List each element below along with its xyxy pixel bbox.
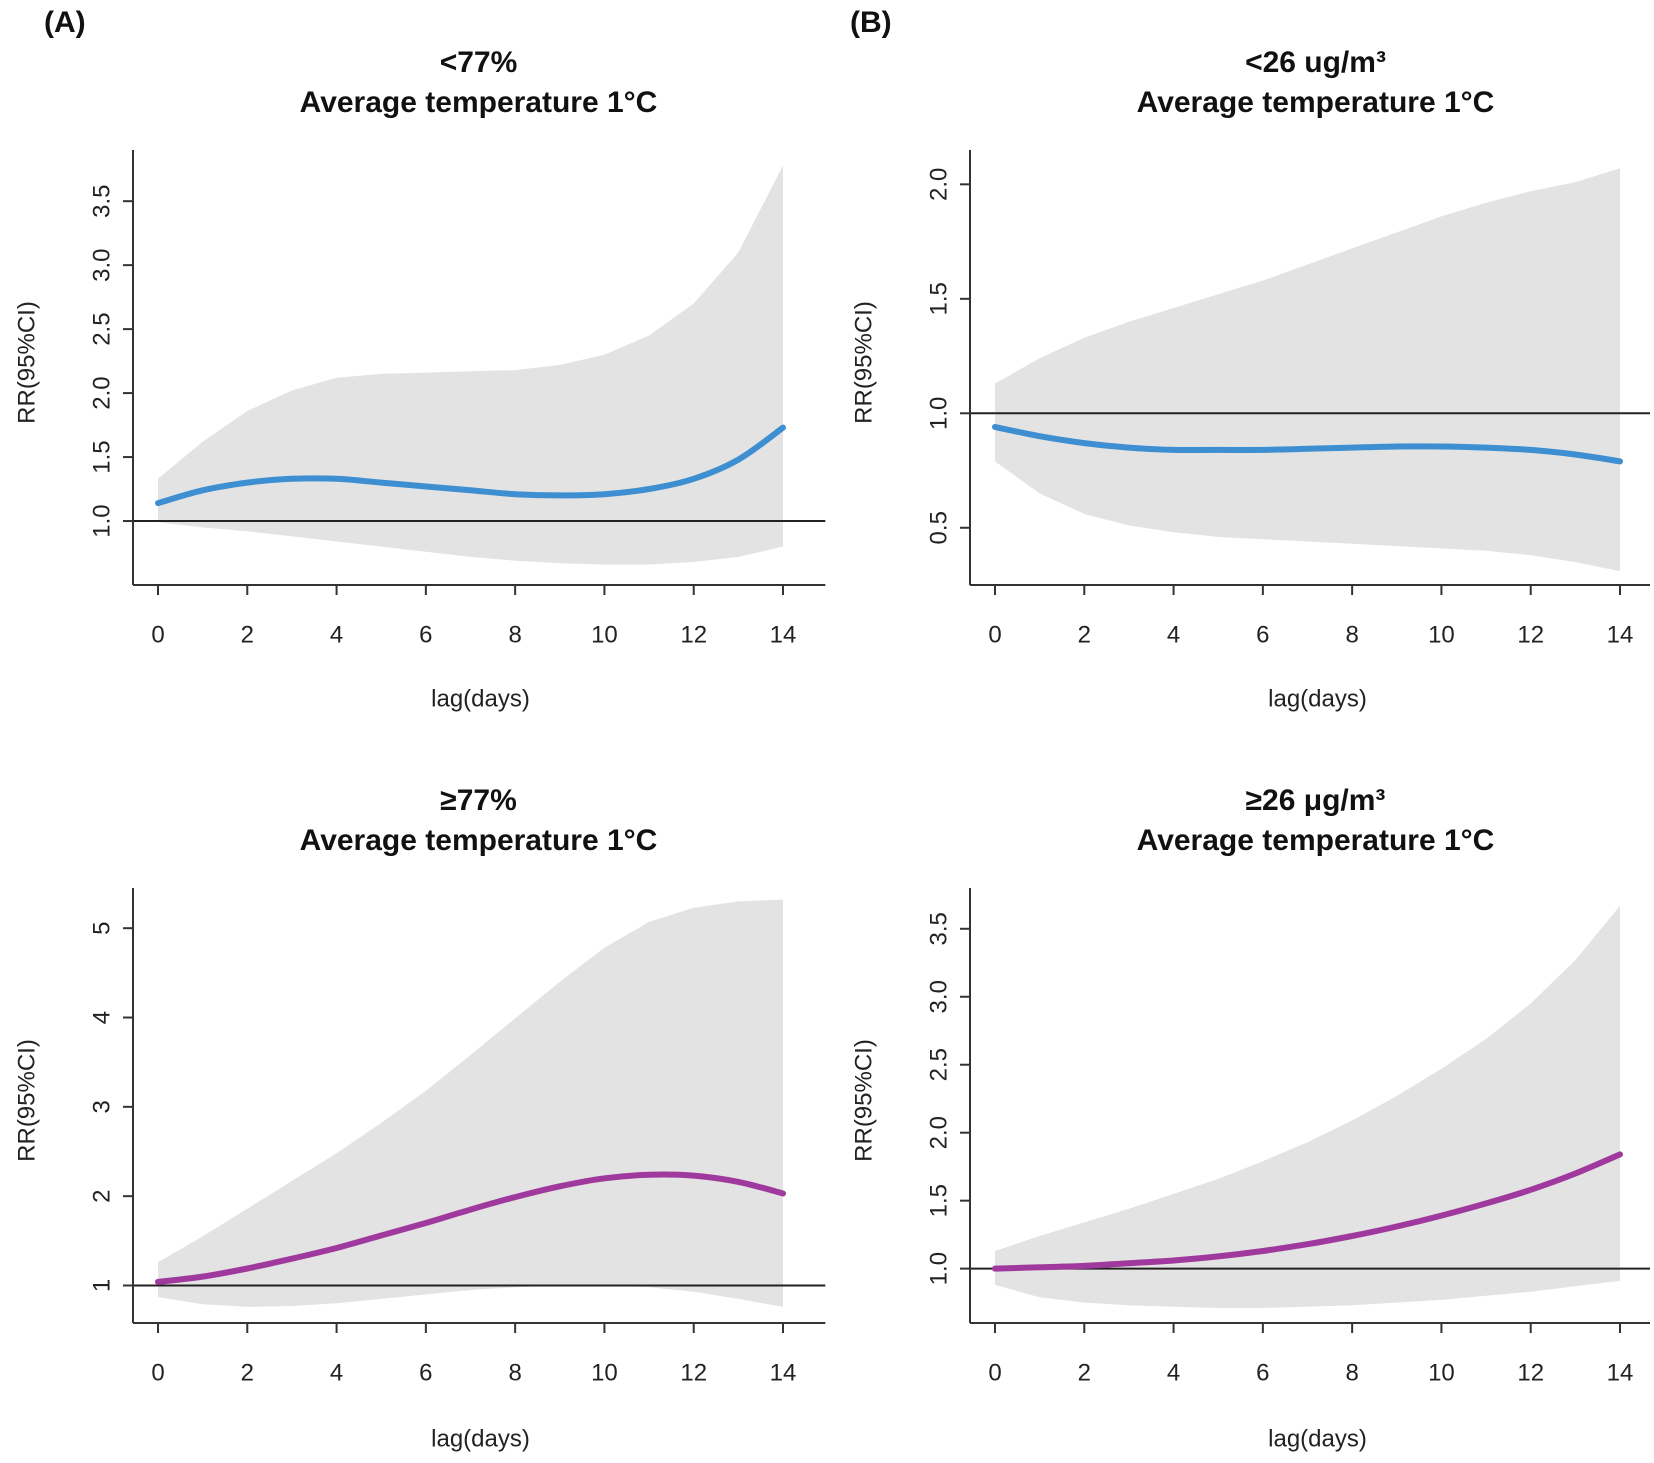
- y-tick-label: 5: [88, 922, 115, 935]
- x-tick-label: 14: [770, 1359, 797, 1386]
- x-tick-label: 12: [680, 1359, 707, 1386]
- x-axis-label: lag(days): [431, 685, 530, 712]
- x-tick-label: 0: [151, 1359, 164, 1386]
- x-tick-label: 14: [770, 621, 797, 648]
- ci-band: [158, 899, 783, 1307]
- x-tick-label: 12: [1517, 1359, 1544, 1386]
- chart-title-line1: ≥77%: [440, 784, 517, 817]
- chart-title-line1: ≥26 μg/m³: [1246, 784, 1386, 817]
- x-tick-label: 10: [1428, 621, 1455, 648]
- y-tick-label: 1: [88, 1279, 115, 1292]
- y-tick-label: 0.5: [925, 511, 952, 544]
- x-tick-label: 4: [330, 1359, 343, 1386]
- ci-band: [995, 168, 1620, 572]
- x-tick-label: 0: [988, 1359, 1001, 1386]
- x-tick-label: 2: [241, 621, 254, 648]
- x-tick-label: 2: [241, 1359, 254, 1386]
- chart-title-line2: Average temperature 1°C: [1137, 824, 1495, 857]
- x-tick-label: 8: [1345, 1359, 1358, 1386]
- x-tick-label: 2: [1078, 621, 1091, 648]
- y-axis-label: RR(95%CI): [850, 1039, 877, 1162]
- y-tick-label: 3.0: [88, 248, 115, 281]
- x-tick-label: 10: [591, 1359, 618, 1386]
- y-axis-label: RR(95%CI): [13, 1039, 40, 1162]
- rr-line: [155, 424, 786, 507]
- x-axis-label: lag(days): [431, 1425, 530, 1452]
- y-tick-label: 1.5: [925, 282, 952, 315]
- y-tick-label: 1.5: [925, 1184, 952, 1217]
- x-tick-label: 10: [1428, 1359, 1455, 1386]
- x-tick-label: 14: [1607, 1359, 1634, 1386]
- x-tick-label: 6: [1256, 621, 1269, 648]
- rr-line: [992, 424, 1623, 465]
- y-tick-label: 1.0: [925, 397, 952, 430]
- chart-title-line2: Average temperature 1°C: [1137, 86, 1495, 119]
- y-tick-label: 2.5: [925, 1048, 952, 1081]
- panel-label-b: (B): [850, 6, 892, 39]
- x-axis-label: lag(days): [1268, 1425, 1367, 1452]
- y-axis-label: RR(95%CI): [850, 301, 877, 424]
- chart-4: 1.0 1.5 2.0 2.5 3.0 3.5 0 2 4 6 8 10 12 14 lag(days) RR…: [850, 784, 1650, 1452]
- x-tick-label: 12: [1517, 621, 1544, 648]
- y-tick-label: 2.5: [88, 312, 115, 345]
- y-tick-label: 1.5: [88, 440, 115, 473]
- x-tick-label: 2: [1078, 1359, 1091, 1386]
- y-tick-label: 1.0: [925, 1252, 952, 1285]
- x-tick-label: 6: [419, 1359, 432, 1386]
- rr-line: [992, 1151, 1623, 1272]
- y-tick-label: 3: [88, 1100, 115, 1113]
- x-tick-label: 6: [1256, 1359, 1269, 1386]
- x-tick-label: 0: [151, 621, 164, 648]
- y-tick-label: 3.0: [925, 980, 952, 1013]
- y-tick-label: 4: [88, 1011, 115, 1024]
- ci-band: [158, 165, 783, 565]
- chart-2: 0.5 1.0 1.5 2.0 0 2 4 6 8 10 12 14 lag(days) RR(95%CI…: [850, 46, 1650, 712]
- x-tick-label: 6: [419, 621, 432, 648]
- y-tick-label: 2.0: [88, 376, 115, 409]
- x-tick-label: 4: [1167, 1359, 1180, 1386]
- x-tick-label: 0: [988, 621, 1001, 648]
- x-tick-label: 4: [330, 621, 343, 648]
- y-tick-label: 2: [88, 1189, 115, 1202]
- y-axis-label: RR(95%CI): [13, 301, 40, 424]
- x-tick-label: 4: [1167, 621, 1180, 648]
- charts: 1.01.52.02.53.03.50 2 4 6 8 10 12 14lag(days)RR…: [13, 46, 1650, 1452]
- chart-title-line2: Average temperature 1°C: [300, 824, 658, 857]
- x-tick-label: 10: [591, 621, 618, 648]
- y-tick-label: 3.5: [88, 184, 115, 217]
- y-tick-label: 2.0: [925, 168, 952, 201]
- chart-title-line1: <26 ug/m³: [1245, 46, 1386, 79]
- ci-band: [995, 905, 1620, 1308]
- y-tick-label: 3.5: [925, 912, 952, 945]
- chart-title-line2: Average temperature 1°C: [300, 86, 658, 119]
- chart-title-line1: <77%: [440, 46, 518, 79]
- rr-line: [155, 1171, 786, 1285]
- x-tick-label: 8: [1345, 621, 1358, 648]
- x-tick-label: 8: [508, 1359, 521, 1386]
- x-tick-label: 14: [1607, 621, 1634, 648]
- y-tick-label: 2.0: [925, 1116, 952, 1149]
- x-tick-label: 8: [508, 621, 521, 648]
- panel-label-a: (A): [44, 6, 86, 39]
- chart-1: 1.0 1.5 2.0 2.5 3.0 3.5 0 2 4 6 8 10 12 14 lag(days) RR…: [13, 46, 826, 712]
- y-tick-label: 1.0: [88, 504, 115, 537]
- x-tick-label: 12: [680, 621, 707, 648]
- x-axis-label: lag(days): [1268, 685, 1367, 712]
